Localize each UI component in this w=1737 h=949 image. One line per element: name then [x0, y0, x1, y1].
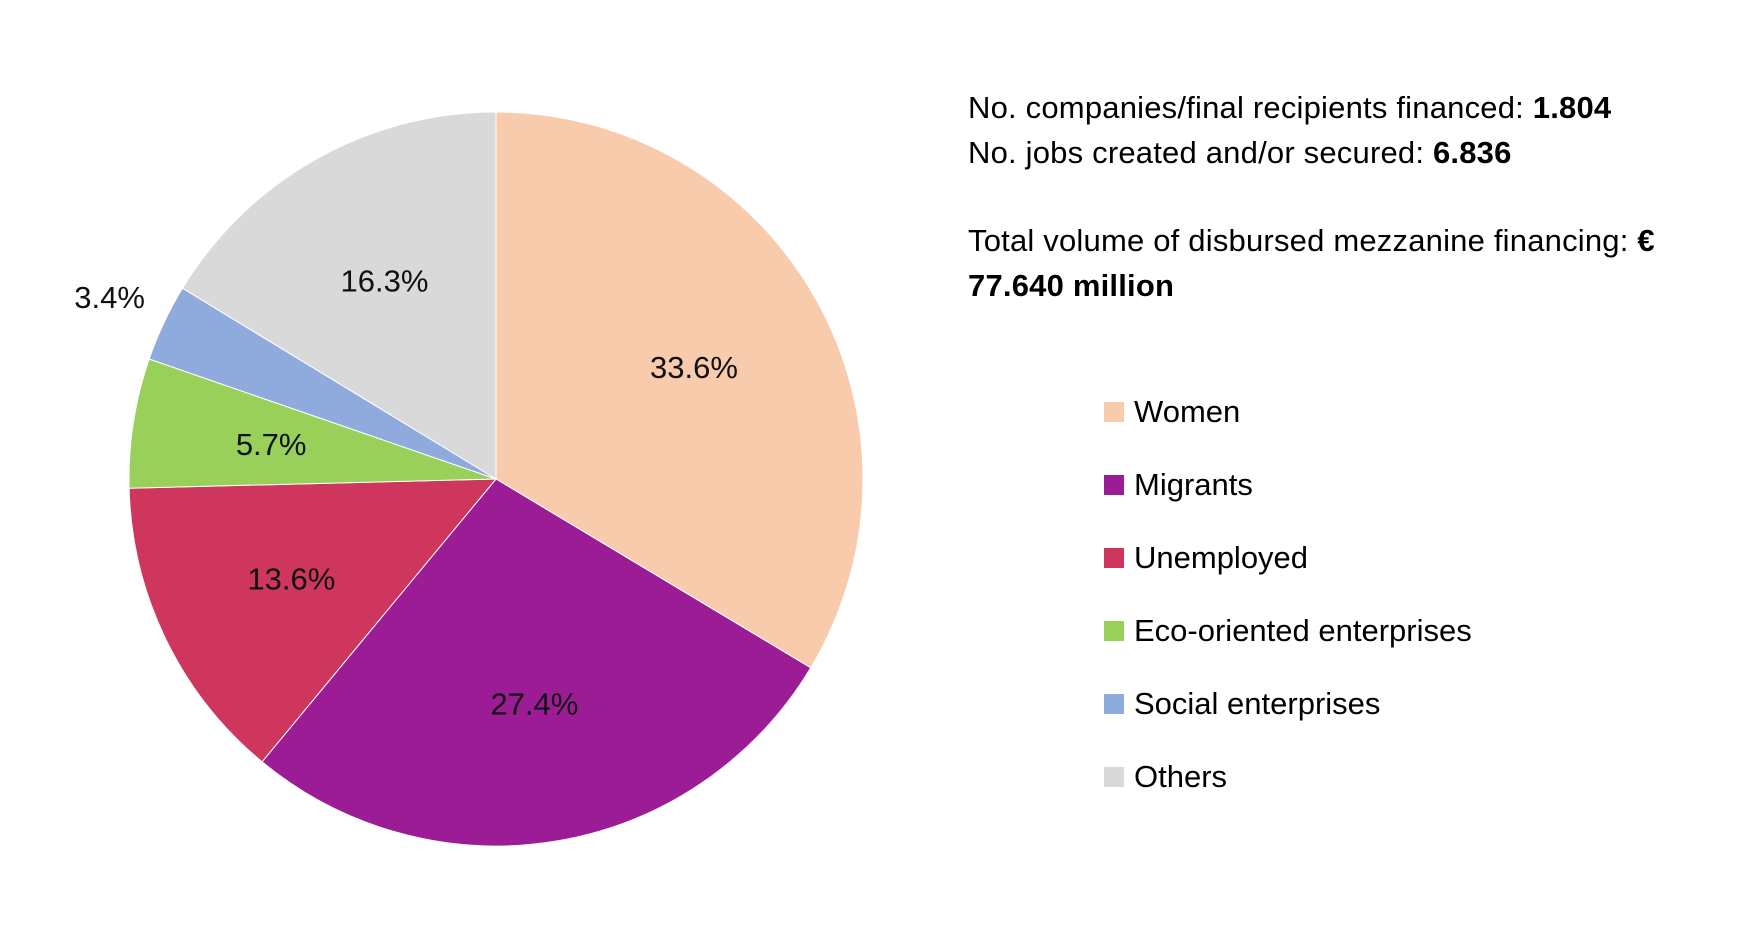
pie-slice-women	[495, 111, 864, 669]
pie-slice-migrants	[261, 478, 812, 847]
legend-swatch-icon	[1104, 693, 1124, 714]
jobs-created-value: 6.836	[1432, 135, 1512, 170]
legend-swatch-icon	[1104, 401, 1124, 422]
legend-item-unemployed: Unemployed	[1104, 521, 1472, 594]
pie-slice-eco-oriented-enterprises	[128, 358, 497, 489]
legend-item-eco-oriented-enterprises: Eco-oriented enterprises	[1104, 594, 1472, 667]
legend-label: Others	[1134, 758, 1228, 794]
data-label-unemployed: 13.6%	[247, 561, 335, 596]
legend-swatch-icon	[1104, 547, 1124, 568]
jobs-created-label: No. jobs created and/or secured:	[968, 135, 1433, 170]
legend-label: Unemployed	[1134, 539, 1309, 575]
legend-swatch-icon	[1104, 474, 1124, 495]
companies-financed-line: No. companies/final recipients financed:…	[968, 85, 1728, 130]
pie-slice-unemployed	[128, 478, 498, 763]
legend-item-migrants: Migrants	[1104, 448, 1472, 521]
chart-legend: Women Migrants Unemployed Eco-oriented ente…	[1104, 375, 1472, 813]
legend-swatch-icon	[1104, 620, 1124, 641]
companies-financed-value: 1.804	[1532, 90, 1612, 125]
data-label-social-enterprises: 3.4%	[74, 280, 145, 315]
legend-item-women: Women	[1104, 375, 1472, 448]
legend-label: Women	[1134, 393, 1241, 429]
total-volume-value-line: 77.640 million	[968, 263, 1728, 308]
pie-slice-others	[181, 111, 497, 480]
total-volume-value: 77.640 million	[968, 268, 1175, 303]
data-label-women: 33.6%	[650, 350, 738, 385]
companies-financed-label: No. companies/final recipients financed:	[968, 90, 1533, 125]
legend-label: Social enterprises	[1134, 685, 1381, 721]
jobs-created-line: No. jobs created and/or secured: 6.836	[968, 130, 1728, 175]
total-volume-line: Total volume of disbursed mezzanine fina…	[968, 218, 1728, 263]
legend-swatch-icon	[1104, 766, 1124, 787]
spacer	[968, 175, 1728, 218]
total-volume-currency: €	[1637, 223, 1655, 258]
legend-item-social-enterprises: Social enterprises	[1104, 667, 1472, 740]
legend-item-others: Others	[1104, 740, 1472, 813]
legend-label: Eco-oriented enterprises	[1134, 612, 1472, 648]
total-volume-label: Total volume of disbursed mezzanine fina…	[968, 223, 1638, 258]
data-label-eco-oriented-enterprises: 5.7%	[236, 427, 307, 462]
legend-label: Migrants	[1134, 466, 1253, 502]
summary-info: No. companies/final recipients financed:…	[968, 85, 1728, 308]
data-label-migrants: 27.4%	[490, 686, 578, 721]
data-label-others: 16.3%	[341, 264, 429, 299]
